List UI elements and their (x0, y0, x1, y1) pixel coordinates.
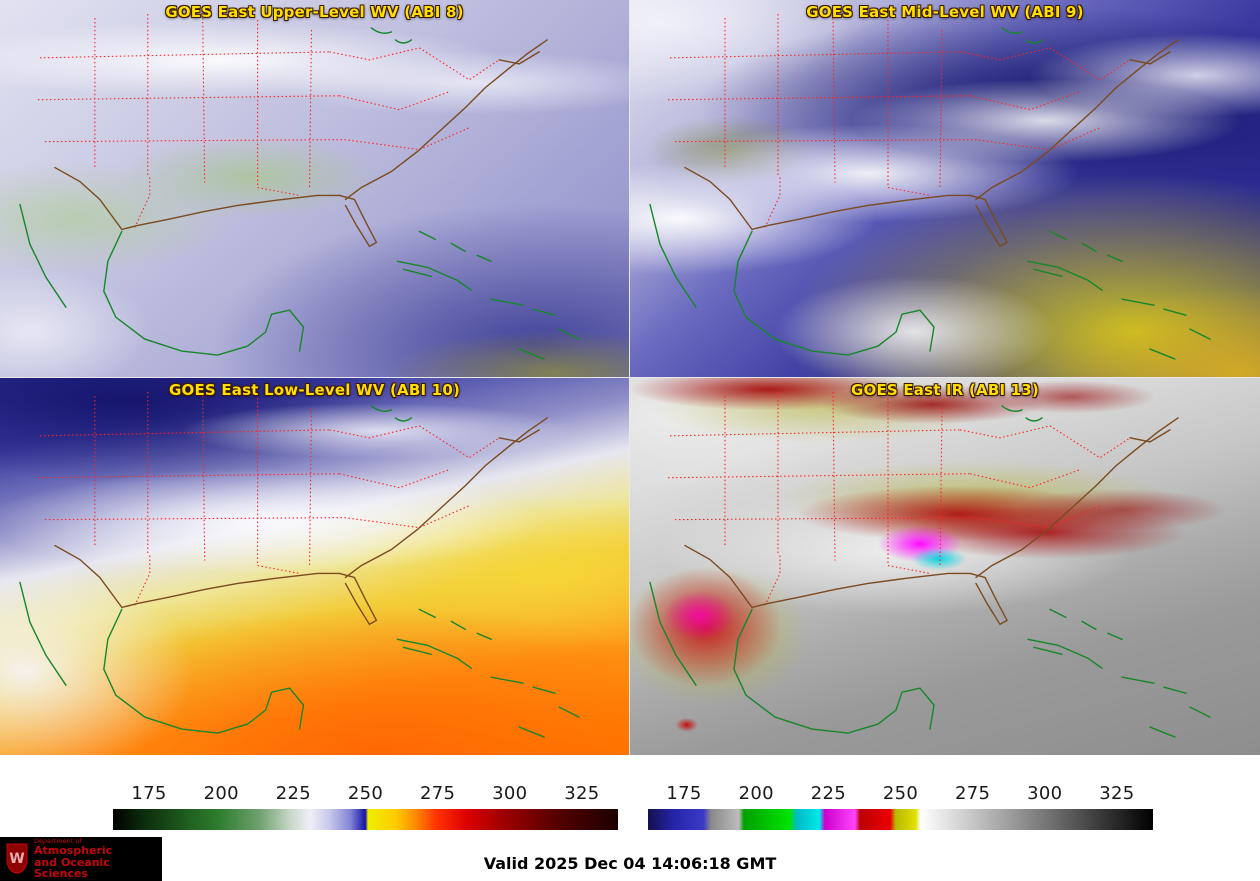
wv-colorbar: 175 200 225 250 275 300 325 (113, 783, 618, 830)
colorbar-tick: 200 (738, 783, 774, 804)
ir-colorbar-gradient (648, 809, 1153, 830)
logo-dept-line2: Atmospheric (34, 844, 113, 858)
svg-text:W: W (9, 851, 24, 867)
colorbar-tick: 250 (347, 783, 384, 804)
colorbar-tick: 225 (810, 783, 846, 804)
panel-upper-level-wv: GOES East Upper-Level WV (ABI 8) (0, 0, 629, 377)
colorbar-tick: 250 (882, 783, 919, 804)
colorbar-tick: 325 (1099, 783, 1135, 804)
colorbar-tick: 225 (275, 783, 311, 804)
map-overlay (649, 391, 1211, 738)
logo-dept-line1: Department of (34, 837, 82, 846)
colorbar-tick: 325 (564, 783, 600, 804)
map-overlay (19, 391, 580, 738)
wv-colorbar-gradient (113, 809, 618, 830)
colorbar-tick: 275 (955, 783, 991, 804)
uw-aos-logo: W Department of Atmospheric and Oceanic … (0, 837, 162, 881)
panel-title: GOES East IR (ABI 13) (850, 381, 1039, 399)
map-overlay (19, 13, 580, 360)
map-overlay (649, 13, 1211, 360)
ir-colorbar-ticks: 175 200 225 250 275 300 325 (648, 783, 1153, 809)
panel-title: GOES East Low-Level WV (ABI 10) (168, 381, 461, 399)
panel-ir: GOES East IR (ABI 13) (630, 378, 1260, 755)
colorbar-tick: 300 (1027, 783, 1063, 804)
uw-crest-icon: W (6, 843, 28, 874)
colorbar-tick: 275 (420, 783, 456, 804)
logo-dept-line3: and Oceanic Sciences (34, 855, 110, 881)
logo-text: Department of Atmospheric and Oceanic Sc… (34, 837, 157, 881)
colorbar-tick: 175 (131, 783, 167, 804)
panel-title: GOES East Mid-Level WV (ABI 9) (806, 3, 1084, 21)
panel-grid: GOES East Upper-Level WV (ABI 8) GOES Ea… (0, 0, 1260, 755)
panel-title: GOES East Upper-Level WV (ABI 8) (165, 3, 464, 21)
colorbar-tick: 175 (666, 783, 702, 804)
panel-low-level-wv: GOES East Low-Level WV (ABI 10) (0, 378, 629, 755)
panel-mid-level-wv: GOES East Mid-Level WV (ABI 9) (630, 0, 1260, 377)
colorbar-footer-area: 175 200 225 250 275 300 325 175 200 225 … (0, 755, 1260, 881)
colorbar-tick: 300 (492, 783, 528, 804)
valid-timestamp: Valid 2025 Dec 04 14:06:18 GMT (483, 854, 777, 873)
wv-colorbar-ticks: 175 200 225 250 275 300 325 (113, 783, 618, 809)
colorbar-tick: 200 (203, 783, 239, 804)
ir-colorbar: 175 200 225 250 275 300 325 (648, 783, 1153, 830)
